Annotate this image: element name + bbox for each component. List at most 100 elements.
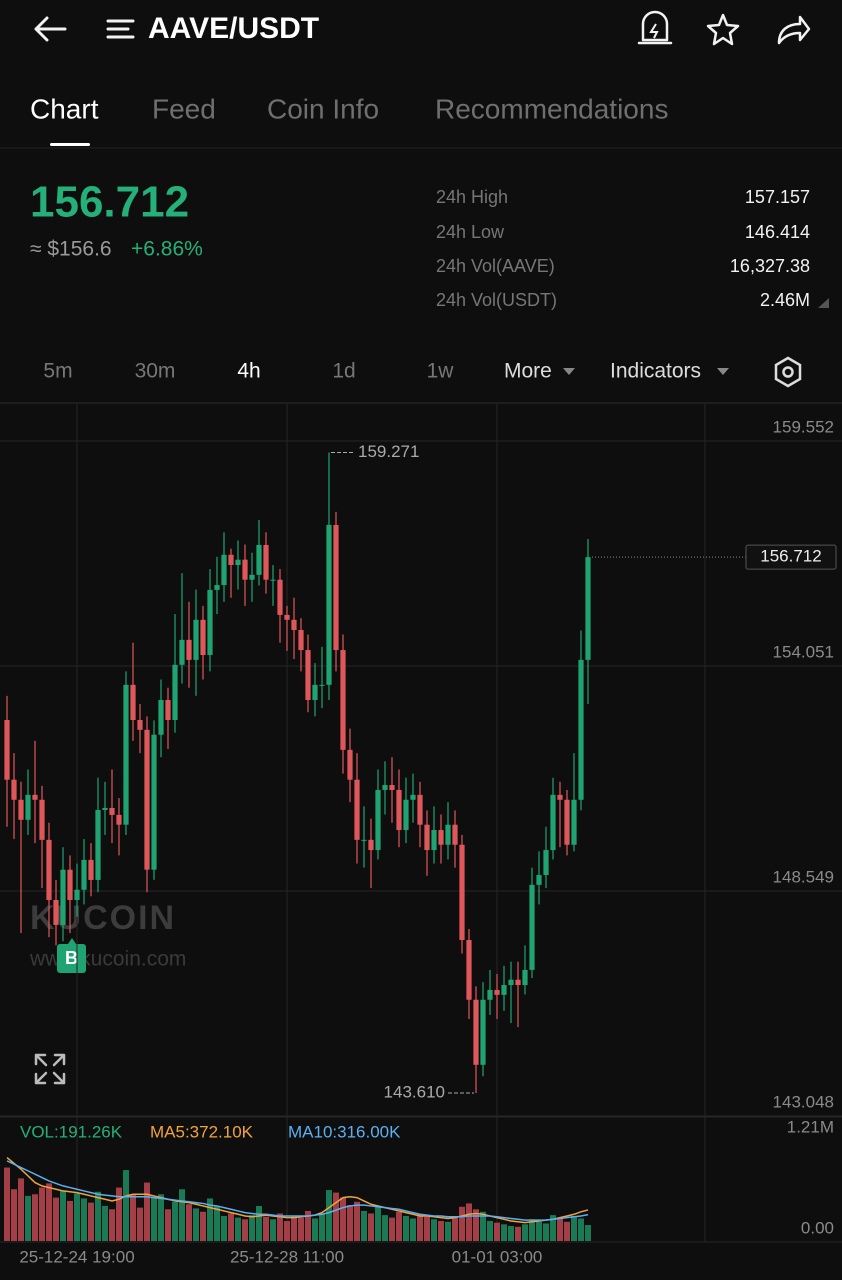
watermark: www.kucoin.com [29, 948, 186, 971]
candle-body [67, 869, 73, 900]
volume-bar [557, 1217, 563, 1241]
volume-bar [508, 1225, 514, 1241]
y-tick-label: 159.552 [773, 417, 834, 436]
candle-body [326, 524, 332, 685]
candle-body [340, 650, 346, 750]
candle-body [11, 779, 17, 800]
volume-bar [368, 1213, 374, 1241]
legend-label: MA10:316.00K [288, 1122, 401, 1141]
menu-button[interactable] [106, 19, 135, 39]
stat-label: 24h High [436, 187, 508, 207]
volume-bar [312, 1218, 318, 1241]
candle-body [116, 814, 122, 825]
indicators-menu[interactable]: Indicators [610, 360, 701, 383]
candle-body [144, 729, 150, 870]
candle-body [515, 979, 521, 986]
candle-body [431, 830, 437, 851]
candle-body [207, 589, 213, 655]
candle-body [165, 699, 171, 721]
candle-body [186, 639, 192, 660]
volume-bar [410, 1218, 416, 1241]
volume-bar [284, 1220, 290, 1241]
candle-body [473, 999, 479, 1065]
share-button[interactable] [777, 15, 811, 45]
volume-bar [25, 1195, 31, 1241]
last-price-tag [745, 544, 837, 570]
back-button[interactable] [34, 16, 67, 42]
volume-bar [459, 1206, 465, 1241]
volume-bar [39, 1187, 45, 1241]
fullscreen-button[interactable] [34, 1053, 66, 1085]
volume-bar [214, 1205, 220, 1241]
usd-price: ≈ $156.6 [30, 238, 112, 261]
candle-body [438, 830, 444, 845]
candle-body [60, 869, 66, 925]
candle-body [389, 785, 395, 790]
candle-body [494, 989, 500, 995]
x-tick-label: 25-12-28 11:00 [230, 1247, 344, 1266]
more-menu[interactable]: More [504, 360, 552, 383]
stat-label: 24h Vol(AAVE) [436, 256, 555, 276]
volume-bar [263, 1216, 269, 1241]
volume-bar [319, 1214, 325, 1241]
volume-bar [88, 1202, 94, 1241]
favorite-button[interactable] [706, 13, 740, 46]
stat-label: 24h Low [436, 222, 505, 242]
volume-bar [389, 1217, 395, 1241]
timeframe[interactable]: 1w [427, 360, 455, 383]
volume-bar [305, 1210, 311, 1241]
candle-body [137, 720, 143, 730]
candle-body [543, 850, 549, 876]
buy-marker[interactable]: B [57, 938, 86, 973]
candle-body [39, 799, 45, 840]
volume-bar [396, 1211, 402, 1241]
tab[interactable]: Chart [30, 93, 99, 124]
candle-body [95, 809, 101, 880]
candle-body [81, 859, 87, 890]
candle-body [354, 779, 360, 840]
timeframe[interactable]: 4h [237, 360, 260, 383]
timeframe[interactable]: 30m [135, 360, 176, 383]
y-tick-label: 154.051 [773, 642, 834, 661]
candle-body [557, 794, 563, 800]
candle-body [585, 557, 591, 660]
volume-bar [144, 1182, 150, 1241]
candle-body [361, 839, 367, 841]
timeframe[interactable]: 5m [43, 360, 72, 383]
watermark: KUCOIN [30, 899, 176, 937]
tab[interactable]: Coin Info [267, 93, 379, 124]
last-price: 156.712 [30, 178, 189, 227]
alert-button[interactable] [637, 10, 673, 45]
legend-label: MA5:372.10K [150, 1122, 254, 1141]
candle-body [445, 824, 451, 845]
candle-body [291, 619, 297, 631]
tab[interactable]: Feed [152, 93, 216, 124]
candle-body [403, 799, 409, 831]
candle-body [46, 839, 52, 900]
candle-body [480, 999, 486, 1065]
volume-bar [193, 1208, 199, 1241]
y-tick-label: 148.549 [773, 867, 834, 886]
timeframe[interactable]: 1d [332, 360, 355, 383]
candle-body [578, 659, 584, 800]
volume-bar [102, 1205, 108, 1241]
x-tick-label: 01-01 03:00 [452, 1247, 543, 1266]
volume-bar [473, 1209, 479, 1241]
candle-body [242, 559, 248, 580]
candle-body [452, 824, 458, 845]
tab[interactable]: Recommendations [435, 93, 668, 124]
volume-bar [571, 1215, 577, 1241]
volume-bar [585, 1225, 591, 1241]
volume-bar [564, 1221, 570, 1241]
chart-settings[interactable] [774, 356, 802, 388]
volume-bar [333, 1192, 339, 1241]
volume-bar [4, 1167, 10, 1241]
dropdown-arrow [563, 368, 575, 375]
candle-body [88, 859, 94, 880]
candle-body [158, 699, 164, 735]
volume-bar [522, 1224, 528, 1241]
dropdown-arrow [717, 368, 729, 375]
